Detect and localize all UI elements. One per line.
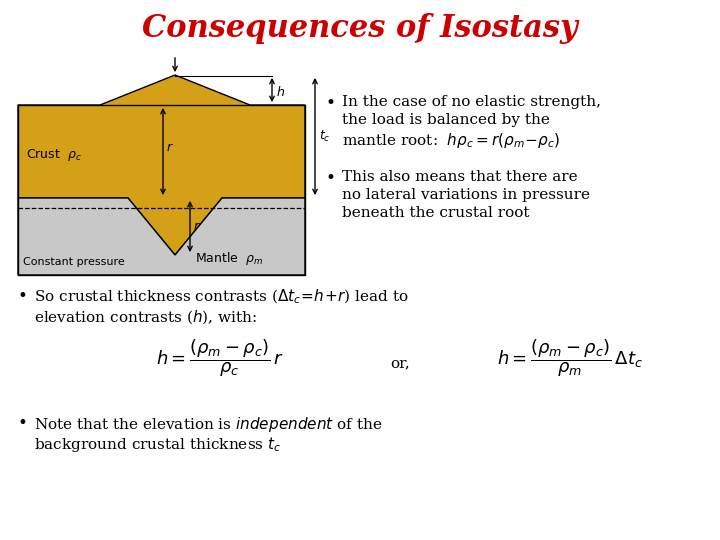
Text: •: •: [18, 288, 28, 305]
Text: Constant pressure: Constant pressure: [23, 257, 125, 267]
Text: no lateral variations in pressure: no lateral variations in pressure: [342, 188, 590, 202]
Text: •: •: [326, 170, 336, 187]
Text: the load is balanced by the: the load is balanced by the: [342, 113, 550, 127]
Polygon shape: [18, 75, 305, 255]
Text: •: •: [326, 95, 336, 112]
Text: Consequences of Isostasy: Consequences of Isostasy: [142, 12, 578, 44]
Text: $h = \dfrac{(\rho_m - \rho_c)}{\rho_m}\,\Delta t_c$: $h = \dfrac{(\rho_m - \rho_c)}{\rho_m}\,…: [497, 337, 643, 379]
Text: $h = \dfrac{(\rho_m - \rho_c)}{\rho_c}\,r$: $h = \dfrac{(\rho_m - \rho_c)}{\rho_c}\,…: [156, 337, 284, 379]
Text: $r$: $r$: [166, 141, 174, 154]
Text: $r$: $r$: [193, 220, 201, 233]
Text: or,: or,: [390, 356, 410, 370]
Text: $t_c$: $t_c$: [319, 129, 330, 144]
Text: So crustal thickness contrasts ($\Delta t_c\!=\!h\!+\!r$) lead to: So crustal thickness contrasts ($\Delta …: [34, 288, 408, 306]
Text: $h$: $h$: [276, 85, 285, 99]
Text: beneath the crustal root: beneath the crustal root: [342, 206, 529, 220]
Text: Crust  $\rho_c$: Crust $\rho_c$: [26, 147, 82, 163]
Text: background crustal thickness $t_c$: background crustal thickness $t_c$: [34, 435, 282, 454]
Text: elevation contrasts ($h$), with:: elevation contrasts ($h$), with:: [34, 308, 257, 326]
Text: Mantle  $\rho_m$: Mantle $\rho_m$: [195, 250, 264, 267]
Text: Note that the elevation is $\mathit{independent}$ of the: Note that the elevation is $\mathit{inde…: [34, 415, 382, 434]
Text: •: •: [18, 415, 28, 432]
Text: In the case of no elastic strength,: In the case of no elastic strength,: [342, 95, 601, 109]
Text: mantle root:  $h\rho_c=r(\rho_m\!-\!\rho_c)$: mantle root: $h\rho_c=r(\rho_m\!-\!\rho_…: [342, 131, 560, 150]
Text: This also means that there are: This also means that there are: [342, 170, 577, 184]
Polygon shape: [18, 198, 305, 275]
